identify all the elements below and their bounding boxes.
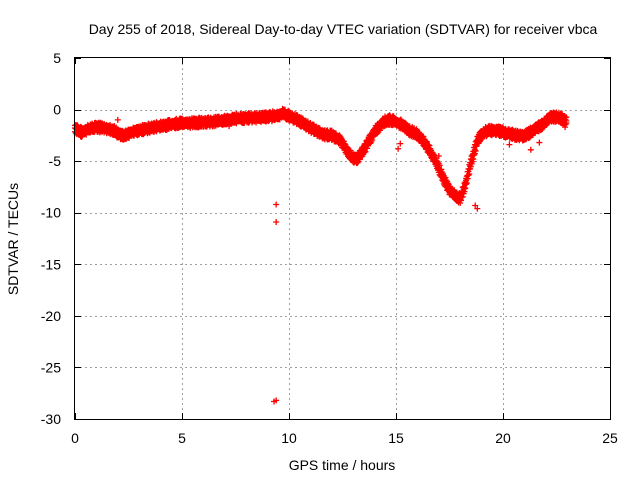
- data-point: [471, 146, 478, 153]
- x-tick-label: 5: [178, 430, 186, 446]
- x-tick-label: 20: [495, 430, 511, 446]
- data-point: [354, 159, 361, 166]
- data-point: [430, 151, 437, 158]
- data-point: [226, 123, 233, 130]
- data-point: [273, 218, 280, 225]
- data-point: [470, 156, 477, 163]
- y-tick-label: -30: [41, 411, 61, 427]
- data-points: [72, 105, 570, 405]
- data-point: [562, 124, 569, 131]
- data-point: [536, 139, 543, 146]
- y-tick-label: 5: [53, 50, 61, 66]
- grid: [75, 58, 610, 419]
- x-tick-label: 25: [602, 430, 618, 446]
- y-tick-label: -20: [41, 308, 61, 324]
- plot-frame: [74, 57, 611, 420]
- y-tick-label: -10: [41, 205, 61, 221]
- data-point: [506, 141, 513, 148]
- data-point: [271, 115, 278, 122]
- data-point: [438, 166, 445, 173]
- data-point: [472, 202, 479, 209]
- data-point: [435, 152, 442, 159]
- data-point: [337, 133, 344, 140]
- x-tick-labels: 0 5 10 15 20 25: [71, 430, 618, 446]
- data-point: [423, 138, 430, 145]
- data-point: [395, 145, 402, 152]
- x-tick-label: 10: [281, 430, 297, 446]
- data-point: [563, 114, 570, 121]
- data-point: [466, 170, 473, 177]
- x-tick-label: 15: [388, 430, 404, 446]
- chart-title: Day 255 of 2018, Sidereal Day-to-day VTE…: [89, 21, 598, 37]
- data-point: [273, 201, 280, 208]
- data-point: [436, 162, 443, 169]
- x-tick-label: 0: [71, 430, 79, 446]
- data-point: [426, 142, 433, 149]
- y-tick-label: -25: [41, 359, 61, 375]
- y-tick-label: 0: [53, 102, 61, 118]
- data-point: [362, 148, 369, 155]
- ticks: [75, 58, 611, 420]
- data-point: [397, 140, 404, 147]
- data-point: [527, 146, 534, 153]
- x-axis-label: GPS time / hours: [289, 457, 396, 473]
- y-tick-labels: 5 0 -5 -10 -15 -20 -25 -30: [41, 50, 61, 427]
- data-point: [271, 398, 278, 405]
- data-point: [474, 205, 481, 212]
- data-point: [114, 116, 121, 123]
- y-tick-label: -5: [49, 153, 62, 169]
- y-axis-label: SDTVAR / TECUs: [5, 183, 21, 295]
- y-tick-label: -15: [41, 256, 61, 272]
- data-point: [425, 141, 432, 148]
